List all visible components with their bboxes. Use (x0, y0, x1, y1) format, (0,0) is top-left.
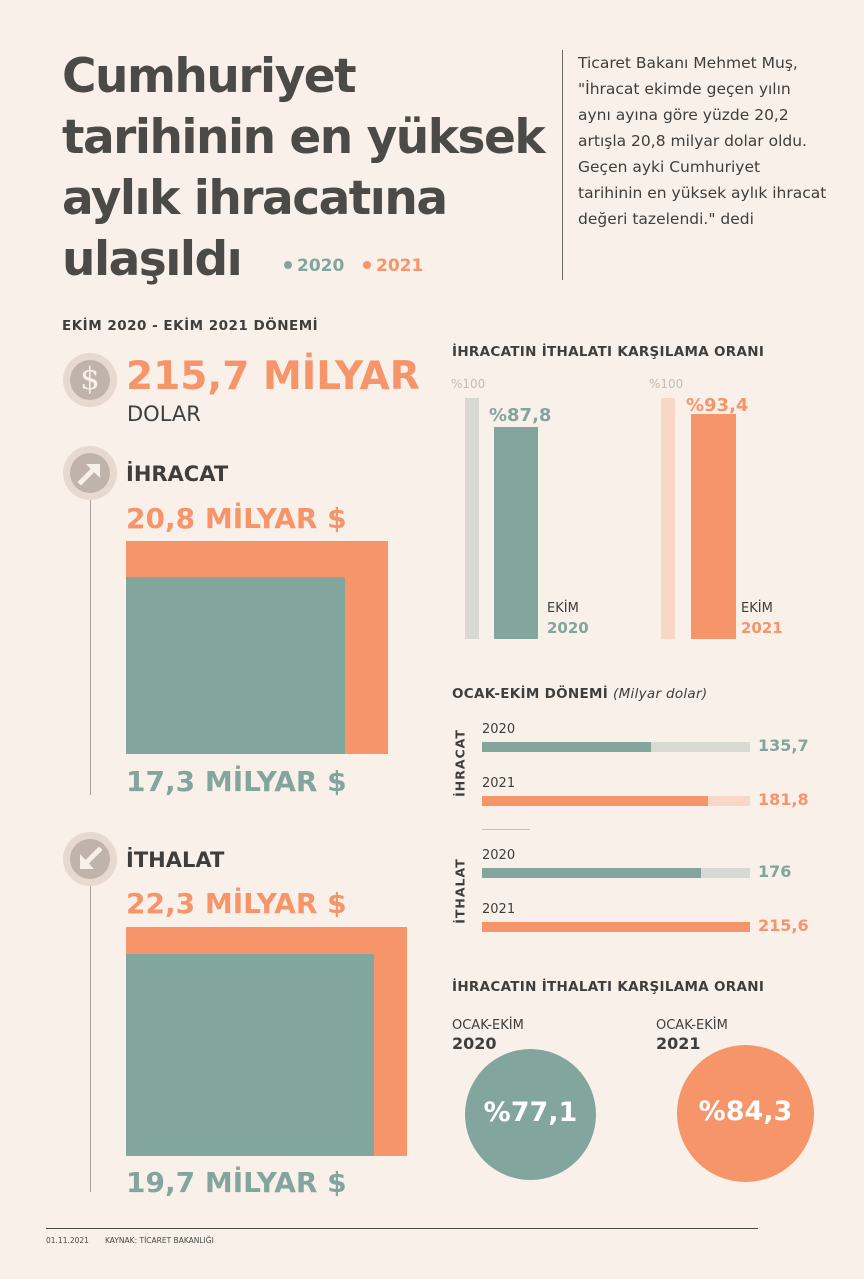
import-2021-value: 22,3 MİLYAR $ (126, 887, 347, 920)
period-bar-ihracat-2021 (482, 796, 708, 806)
row-value: 181,8 (758, 790, 809, 809)
period-label: EKİM 2020 - EKİM 2021 DÖNEMİ (62, 318, 319, 334)
coverage-value-2020: %87,8 (489, 405, 552, 426)
coverage-circle-2020: %77,1 (465, 1049, 596, 1180)
coverage-bar-2020 (494, 427, 538, 639)
coverage-circle-value: %77,1 (483, 1097, 578, 1128)
coverage-circle-value: %84,3 (698, 1096, 793, 1127)
coverage-period-year-2021: 2021 (656, 1034, 701, 1053)
group-label-ithalat: İTHALAT (452, 856, 468, 926)
row-value: 135,7 (758, 736, 809, 755)
arrow-down-left-icon (63, 832, 117, 886)
group-label-text: İTHALAT (452, 858, 468, 924)
import-2020-value: 19,7 MİLYAR $ (126, 1166, 347, 1199)
period-chart-subtitle: (Milyar dolar) (613, 686, 708, 702)
ref-label-2021: %100 (649, 377, 684, 391)
coverage-period-year-2020: 2020 (452, 1034, 497, 1053)
legend-item-2020: 2020 (284, 256, 344, 276)
legend-label: 2020 (297, 256, 345, 276)
period-bar-ihracat-2020 (482, 742, 651, 752)
row-year: 2020 (482, 848, 516, 863)
footer-source: KAYNAK: TİCARET BAKANLIĞI (105, 1236, 214, 1245)
dollar-icon: $ (63, 353, 117, 407)
coverage-value-2021: %93,4 (686, 395, 749, 416)
import-2020-square (126, 954, 374, 1156)
group-label-ihracat: İHRACAT (452, 728, 468, 798)
export-2020-square (126, 577, 345, 754)
ref-bar-2021 (661, 398, 675, 639)
export-2021-value: 20,8 MİLYAR $ (126, 502, 347, 535)
total-unit: DOLAR (127, 402, 201, 426)
row-value: 176 (758, 862, 792, 881)
coverage-monthly-title: İHRACATIN İTHALATI KARŞILAMA ORANI (452, 344, 765, 360)
coverage-bar-2021 (691, 414, 736, 639)
quote-divider (562, 50, 563, 280)
group-label-text: İHRACAT (452, 729, 468, 797)
coverage-year-2021: 2021 (741, 619, 783, 637)
page-title: Cumhuriyet tarihinin en yüksek aylık ihr… (62, 49, 546, 287)
legend-dot-icon (284, 261, 292, 269)
coverage-month-2021: EKİM (741, 601, 773, 616)
total-value: 215,7 MİLYAR (126, 354, 420, 399)
legend-item-2021: 2021 (363, 256, 423, 276)
ref-label-2020: %100 (451, 377, 486, 391)
arrow-up-right-icon (63, 446, 117, 500)
coverage-month-2020: EKİM (547, 601, 579, 616)
coverage-period-title: İHRACATIN İTHALATI KARŞILAMA ORANI (452, 979, 765, 995)
import-label: İTHALAT (126, 848, 225, 872)
ref-bar-2020 (465, 398, 479, 639)
period-bar-ithalat-2021 (482, 922, 750, 932)
legend-dot-icon (363, 261, 371, 269)
row-year: 2021 (482, 902, 516, 917)
period-bar-ithalat-2020 (482, 868, 701, 878)
legend-label: 2021 (376, 256, 424, 276)
row-year: 2021 (482, 776, 516, 791)
coverage-period-label-2020: OCAK-EKİM (452, 1018, 524, 1033)
export-label: İHRACAT (126, 462, 229, 486)
period-chart-title: OCAK-EKİM DÖNEMİ (452, 686, 609, 702)
row-value: 215,6 (758, 916, 809, 935)
footer-date: 01.11.2021 (46, 1236, 89, 1245)
period-chart-title-wrap: OCAK-EKİM DÖNEMİ (Milyar dolar) (452, 686, 707, 702)
coverage-year-2020: 2020 (547, 619, 589, 637)
row-year: 2020 (482, 722, 516, 737)
export-timeline (90, 500, 91, 795)
export-2020-value: 17,3 MİLYAR $ (126, 765, 347, 798)
minister-quote: Ticaret Bakanı Mehmet Muş, "İhracat ekim… (578, 54, 827, 228)
group-divider (482, 829, 530, 830)
coverage-period-label-2021: OCAK-EKİM (656, 1018, 728, 1033)
footer-divider (46, 1228, 758, 1229)
coverage-circle-2021: %84,3 (677, 1045, 814, 1182)
import-timeline (90, 886, 91, 1192)
